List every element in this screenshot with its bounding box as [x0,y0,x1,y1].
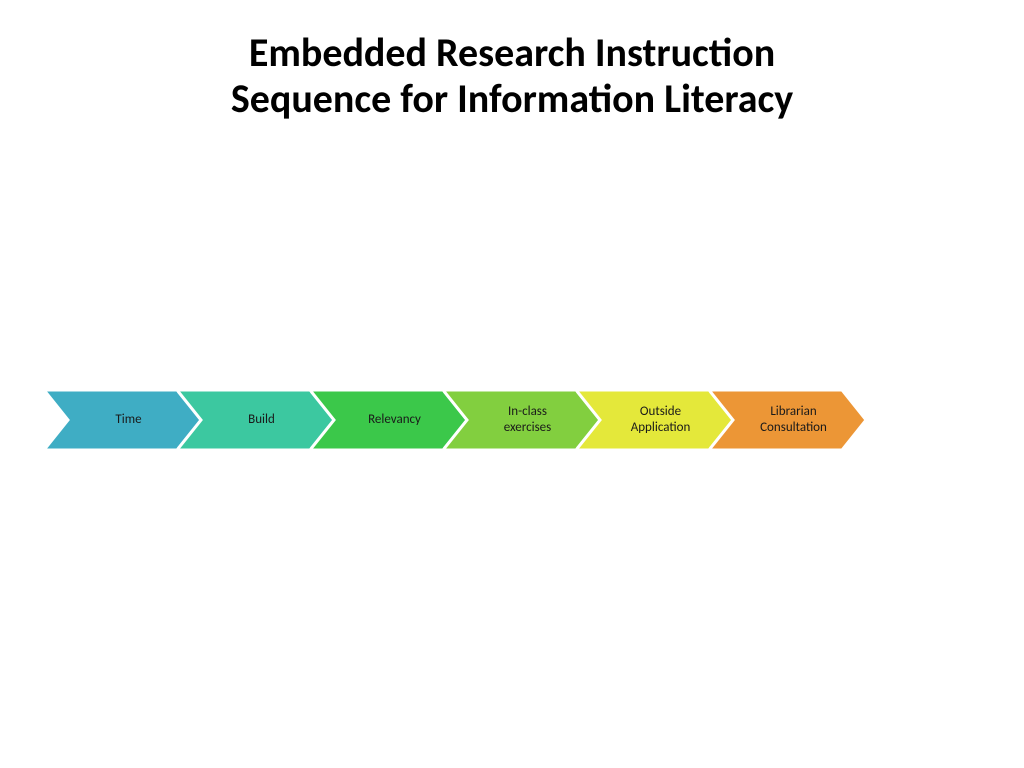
chevron-flow: Time Build Relevancy In-class exercises Outs… [44,390,866,450]
title-line-2: Sequence for Information Literacy [231,74,793,123]
chevron-label-4: Outside Application [613,404,697,435]
chevron-step-5: Librarian Consultation [709,390,866,450]
chevron-label-5: Librarian Consultation [742,404,833,435]
chevron-label-1: Build [230,412,281,428]
chevron-label-3: In-class exercises [486,404,558,435]
title-line-1: Embedded Research Instruction [249,28,775,77]
chevron-label-2: Relevancy [350,412,427,428]
slide-title: Embedded Research Instruction Sequence f… [0,30,1024,122]
chevron-label-0: Time [97,412,147,428]
